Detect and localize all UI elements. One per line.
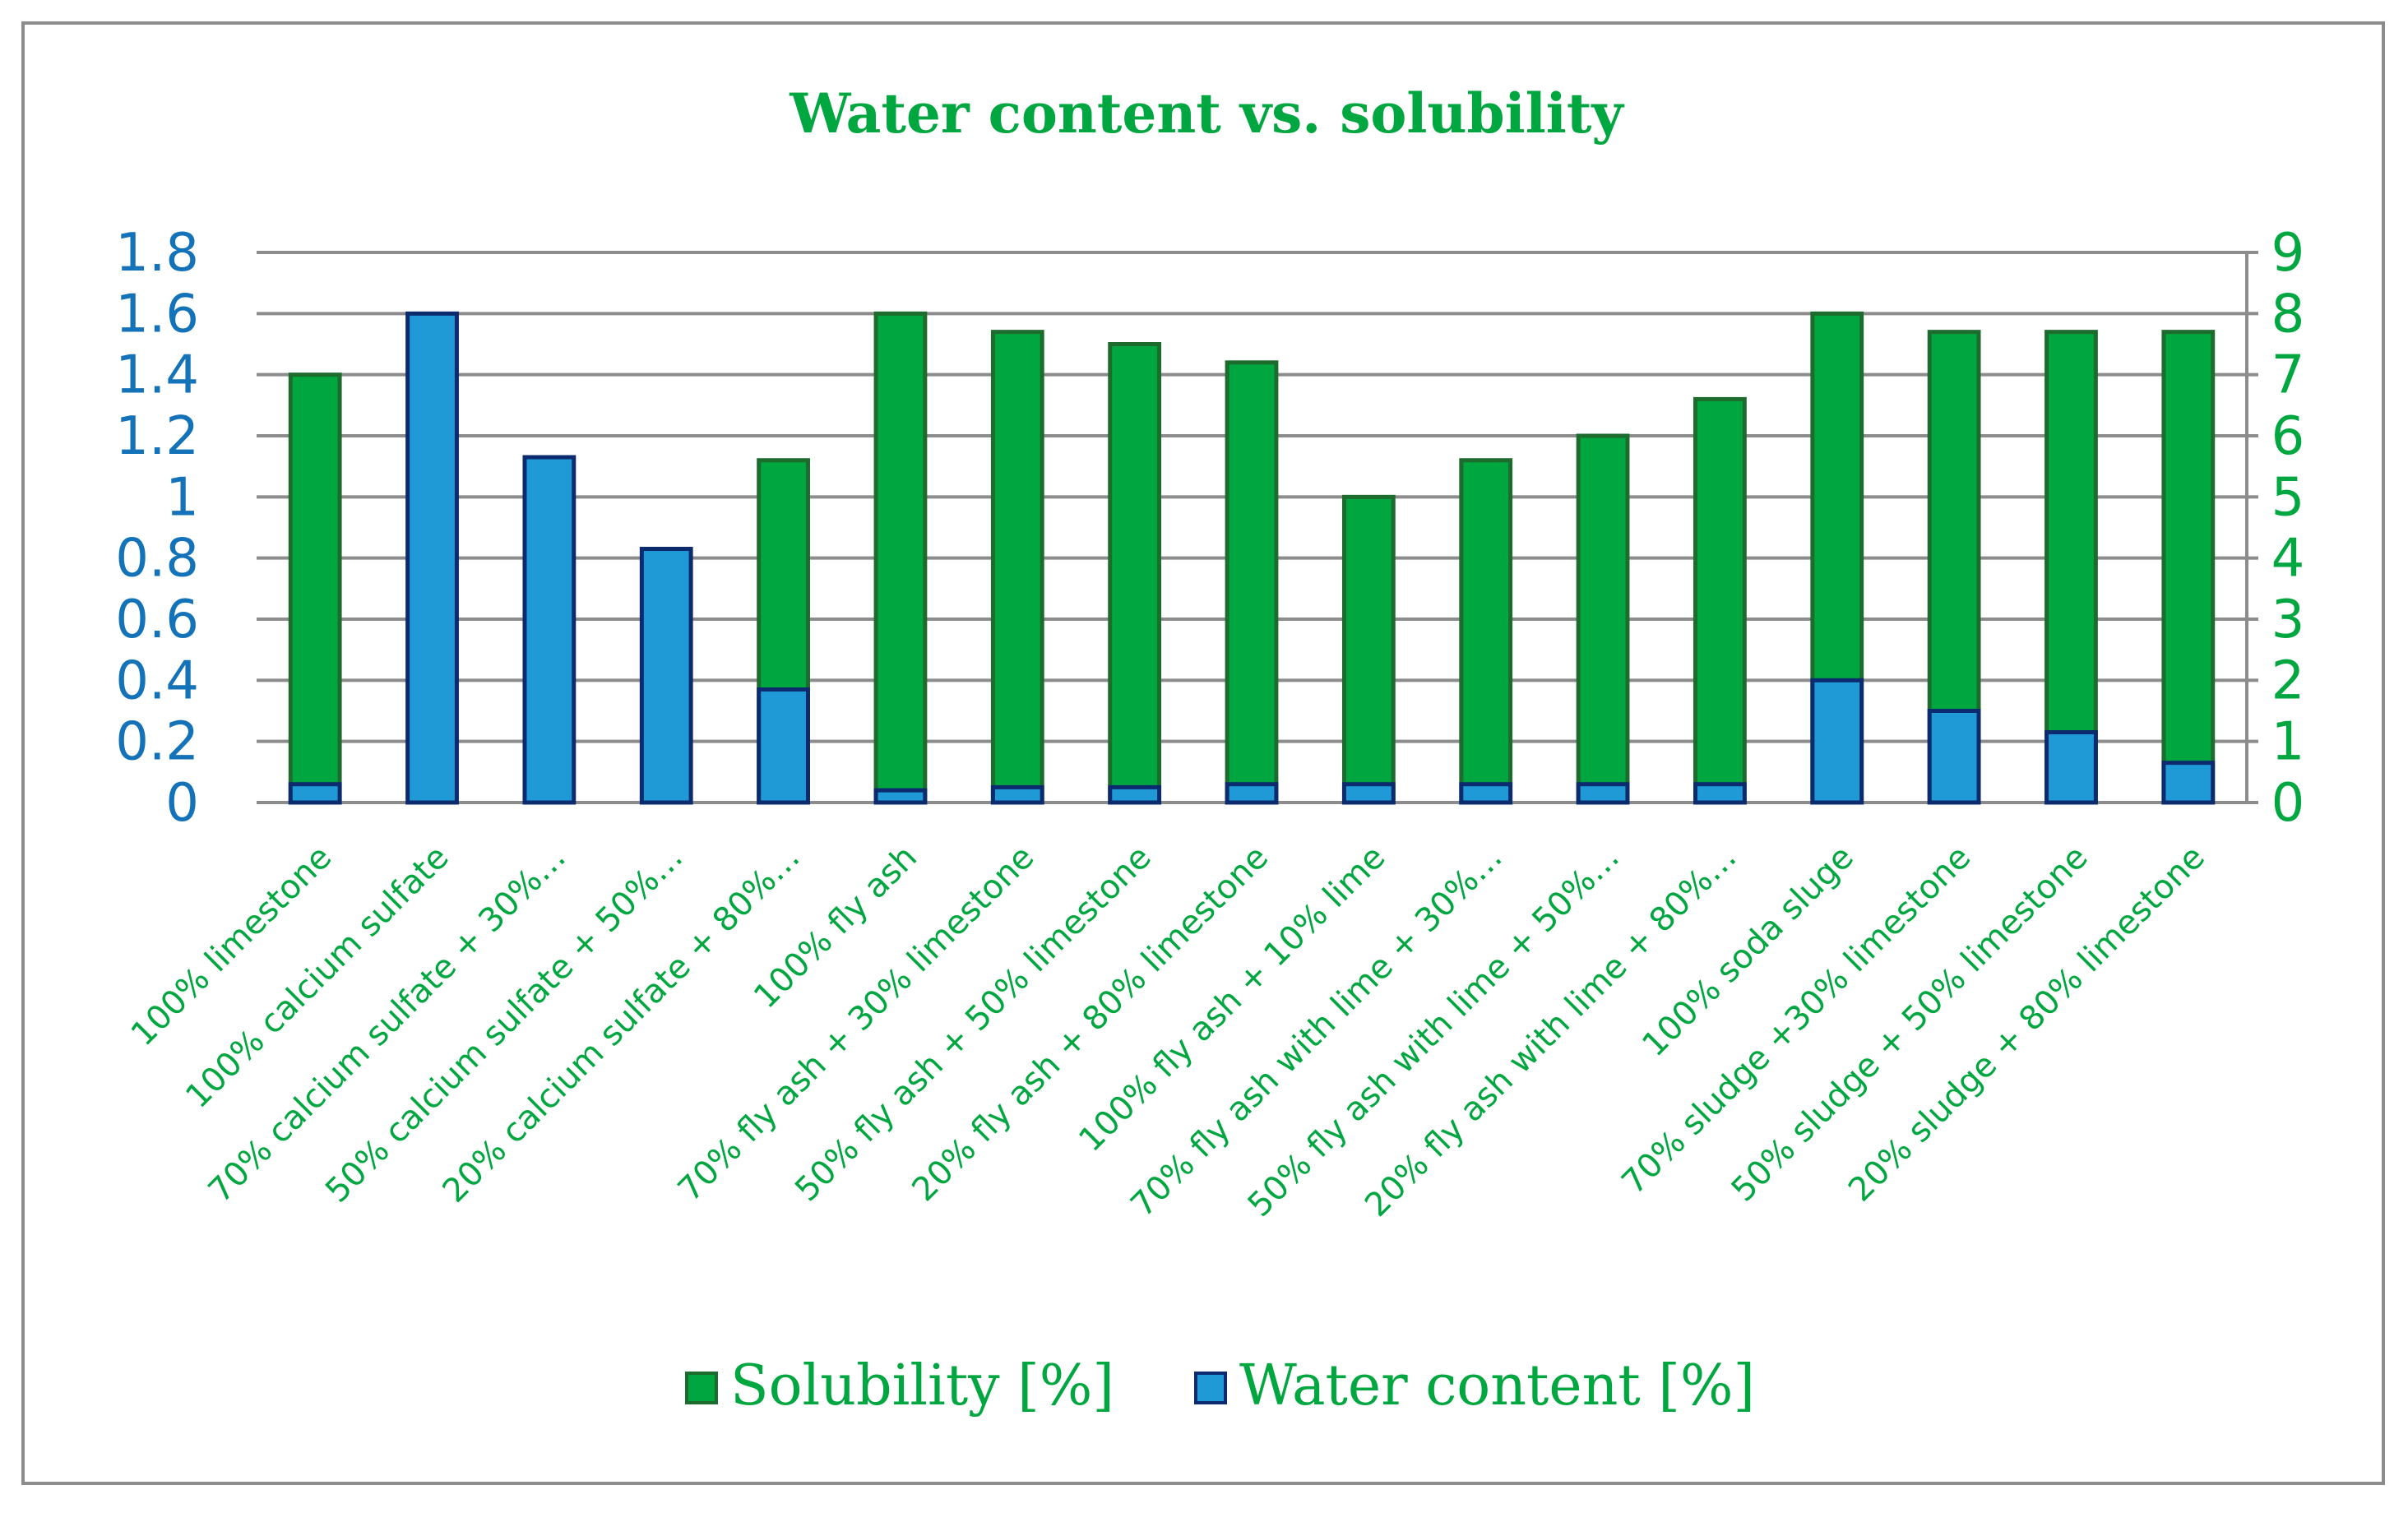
bar-solubility xyxy=(1576,433,1630,805)
bar-solubility xyxy=(2044,330,2098,805)
bar-water-content xyxy=(639,547,693,805)
bar-solubility xyxy=(990,330,1044,805)
right-axis-tick-label: 9 xyxy=(2271,223,2305,284)
bar-solubility xyxy=(2161,330,2216,805)
bar-water-content xyxy=(288,782,342,805)
legend-label-water-content: Water content [%] xyxy=(1239,1353,1755,1418)
bar-water-content xyxy=(1225,782,1279,805)
right-axis-tick-label: 2 xyxy=(2271,650,2305,711)
left-axis: 00.20.40.60.811.21.41.61.8 xyxy=(115,223,199,834)
left-axis-tick-label: 1.4 xyxy=(115,345,199,406)
bar-solubility xyxy=(1341,494,1396,805)
left-axis-tick-label: 1.6 xyxy=(115,284,199,345)
left-axis-tick-label: 0.4 xyxy=(115,650,199,711)
bar-water-content xyxy=(1693,782,1747,805)
right-axis-tick-label: 6 xyxy=(2271,406,2305,467)
bar-water-content xyxy=(405,311,459,805)
bar-solubility xyxy=(873,311,928,805)
bar-water-content xyxy=(522,455,577,805)
right-axis-tick-label: 3 xyxy=(2271,590,2305,650)
bar-water-content xyxy=(873,788,928,805)
left-axis-tick-label: 0 xyxy=(165,773,199,834)
right-axis-tick-label: 0 xyxy=(2271,773,2305,834)
left-axis-tick-label: 1.2 xyxy=(115,406,199,467)
bar-water-content xyxy=(1459,782,1513,805)
right-axis-tick-label: 4 xyxy=(2271,529,2305,590)
legend-swatch-water-content xyxy=(1194,1372,1227,1404)
bar-solubility xyxy=(1225,360,1279,805)
bars xyxy=(288,311,2216,805)
right-axis-tick-label: 1 xyxy=(2271,712,2305,773)
bar-water-content xyxy=(1810,678,1864,805)
legend-label-solubility: Solubility [%] xyxy=(730,1353,1114,1418)
bar-water-content xyxy=(757,687,810,805)
chart-svg: Water content vs. solubility 00.20.40.60… xyxy=(115,81,2305,1418)
left-axis-tick-label: 1.8 xyxy=(115,223,199,284)
legend: Solubility [%] Water content [%] xyxy=(685,1353,1755,1418)
bar-solubility xyxy=(1459,458,1513,805)
bar-solubility xyxy=(288,372,342,805)
category-label: 100% limestone xyxy=(124,839,340,1054)
chart-title: Water content vs. solubility xyxy=(789,81,1624,146)
left-axis-tick-label: 0.2 xyxy=(115,712,199,773)
chart-frame: Water content vs. solubility 0 0.2 0.4 0.6 0… xyxy=(21,21,2385,1485)
bar-water-content xyxy=(1108,784,1162,805)
category-label: 100% soda sluge xyxy=(1635,839,1861,1065)
left-axis-tick-label: 0.8 xyxy=(115,529,199,590)
bar-solubility xyxy=(1108,342,1162,805)
bar-water-content xyxy=(1341,782,1396,805)
right-axis-tick-label: 8 xyxy=(2271,284,2305,345)
right-axis-tick-label: 5 xyxy=(2271,467,2305,528)
legend-swatch-solubility xyxy=(685,1372,718,1404)
right-axis-tick-label: 7 xyxy=(2271,345,2305,406)
left-axis-tick-label: 1 xyxy=(165,467,199,528)
bar-water-content xyxy=(2161,761,2216,805)
bar-water-content xyxy=(1576,782,1630,805)
left-axis-tick-label: 0.6 xyxy=(115,590,199,650)
bar-solubility xyxy=(1693,396,1747,805)
bar-water-content xyxy=(2044,730,2098,805)
bar-water-content xyxy=(1927,709,1981,805)
bar-water-content xyxy=(990,784,1044,805)
